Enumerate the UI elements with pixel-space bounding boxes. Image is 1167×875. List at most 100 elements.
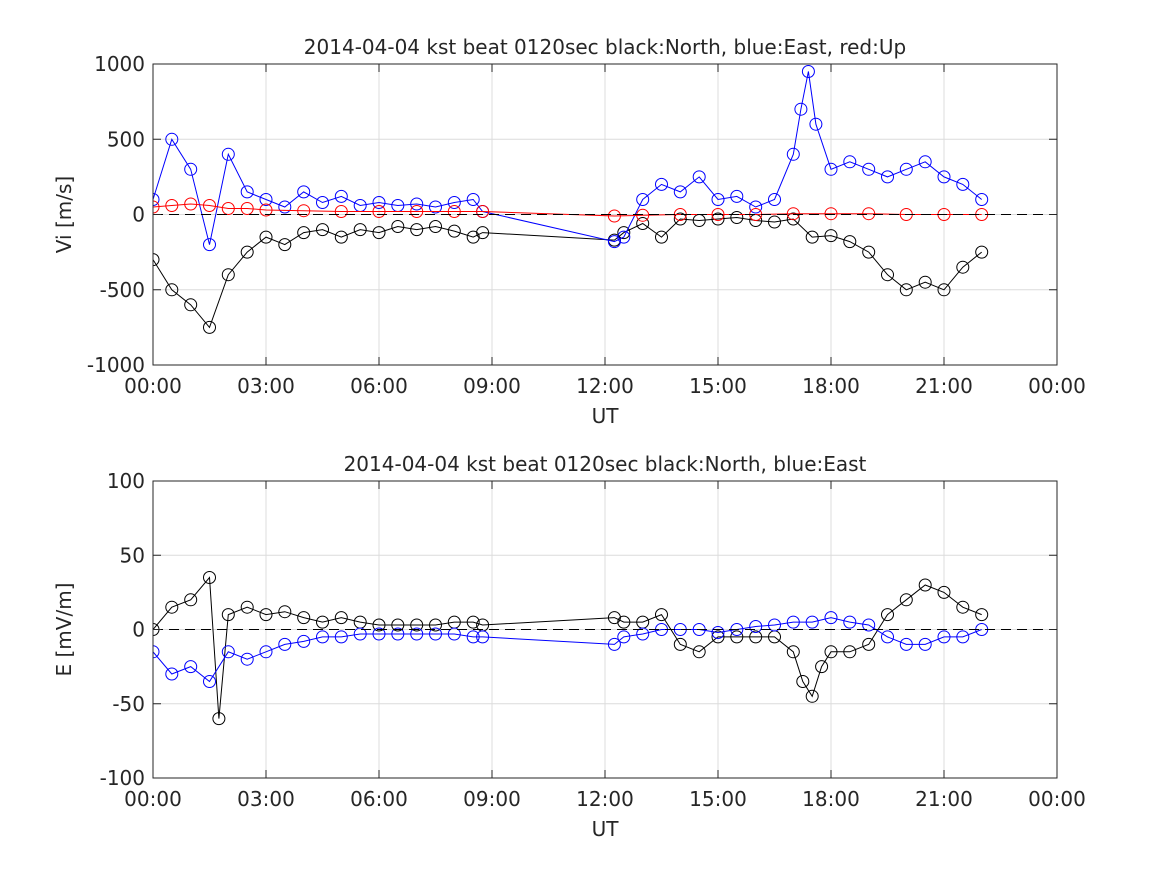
data-point: [165, 667, 179, 681]
data-point: [796, 675, 810, 688]
y-tick-label: -1000: [87, 353, 145, 377]
data-point: [353, 627, 367, 641]
data-point: [334, 630, 348, 644]
x-tick-label: 15:00: [689, 787, 747, 811]
data-point: [203, 571, 216, 584]
data-point: [673, 637, 687, 651]
data-point: [153, 193, 160, 206]
data-point: [918, 637, 932, 651]
y-tick-label: 0: [132, 203, 145, 227]
data-point: [240, 245, 254, 259]
data-point: [316, 223, 329, 237]
data-point: [655, 230, 668, 244]
y-tick-label: 500: [107, 127, 145, 151]
data-point: [805, 689, 819, 703]
data-point: [937, 170, 951, 184]
data-point: [768, 193, 781, 206]
data-point: [749, 630, 763, 644]
data-point: [809, 117, 823, 131]
data-point: [749, 200, 763, 214]
data-point: [692, 170, 706, 184]
x-tick-label: 21:00: [915, 787, 973, 811]
data-point: [240, 600, 254, 614]
x-tick-label: 09:00: [463, 374, 521, 398]
data-point: [862, 245, 876, 259]
data-point: [617, 630, 631, 644]
data-point: [749, 620, 763, 633]
data-point: [259, 203, 273, 217]
data-point: [881, 630, 894, 644]
x-tick-label: 00:00: [1028, 787, 1086, 811]
data-point: [881, 608, 894, 622]
data-point: [975, 245, 989, 259]
data-point: [843, 615, 857, 629]
x-tick-label: 21:00: [915, 374, 973, 398]
y-tick-label: 50: [120, 543, 145, 567]
data-point: [692, 645, 706, 659]
data-point: [221, 147, 235, 161]
data-point: [730, 630, 744, 644]
data-point: [297, 611, 311, 625]
data-point: [862, 618, 876, 632]
data-point: [937, 585, 951, 599]
x-tick-label: 00:00: [1028, 374, 1086, 398]
data-point: [617, 615, 631, 629]
data-point: [476, 205, 490, 218]
data-point: [617, 230, 631, 244]
y-tick-label: 0: [132, 618, 145, 642]
series-line: [153, 576, 982, 719]
data-point: [824, 611, 838, 625]
x-tick-label: 09:00: [463, 787, 521, 811]
data-point: [429, 618, 442, 632]
data-point: [259, 230, 273, 244]
chart-panel-1: 00:00 03:00 06:00 09:00 12:00 15:00 18:00 21:00…: [52, 35, 1086, 428]
data-point: [372, 226, 386, 240]
data-point: [711, 193, 725, 206]
series-line: [153, 71, 983, 245]
data-point: [165, 132, 179, 146]
data-point: [786, 147, 800, 161]
data-point: [297, 634, 311, 648]
series-2: [153, 65, 989, 252]
chart-panel-2: 00:00 03:00 06:00 09:00 12:00 15:00 18:00 21:00…: [52, 452, 1086, 841]
data-point: [918, 578, 932, 592]
data-point: [899, 593, 913, 607]
data-point: [768, 215, 781, 229]
data-point: [824, 207, 838, 221]
data-point: [824, 162, 838, 176]
data-point: [316, 196, 329, 209]
data-point: [466, 615, 480, 629]
data-point: [203, 238, 216, 252]
data-point: [372, 627, 386, 641]
data-point: [636, 208, 650, 222]
data-point: [607, 637, 621, 651]
data-point: [153, 253, 160, 267]
data-point: [636, 217, 650, 230]
data-point: [184, 660, 198, 674]
x-tick-label: 00:00: [124, 374, 182, 398]
data-point: [466, 193, 480, 206]
x-tick-label: 12:00: [576, 787, 634, 811]
data-point: [184, 162, 198, 176]
data-point: [240, 185, 254, 199]
data-point: [410, 205, 424, 218]
data-point: [937, 630, 951, 644]
data-point: [391, 220, 405, 233]
chart-title: 2014-04-04 kst beat 0120sec black:North,…: [304, 35, 906, 59]
data-point: [372, 205, 386, 218]
data-point: [203, 199, 216, 212]
data-point: [297, 204, 311, 218]
data-point: [815, 660, 829, 674]
data-point: [899, 637, 913, 651]
data-point: [240, 202, 254, 215]
data-point: [607, 209, 621, 223]
data-point: [673, 212, 687, 226]
data-point: [203, 320, 216, 334]
data-point: [372, 618, 386, 632]
x-tick-label: 00:00: [124, 787, 182, 811]
data-point: [165, 199, 179, 212]
x-tick-label: 12:00: [576, 374, 634, 398]
series-line: [153, 216, 983, 329]
data-point: [843, 155, 857, 169]
data-point: [975, 608, 989, 622]
